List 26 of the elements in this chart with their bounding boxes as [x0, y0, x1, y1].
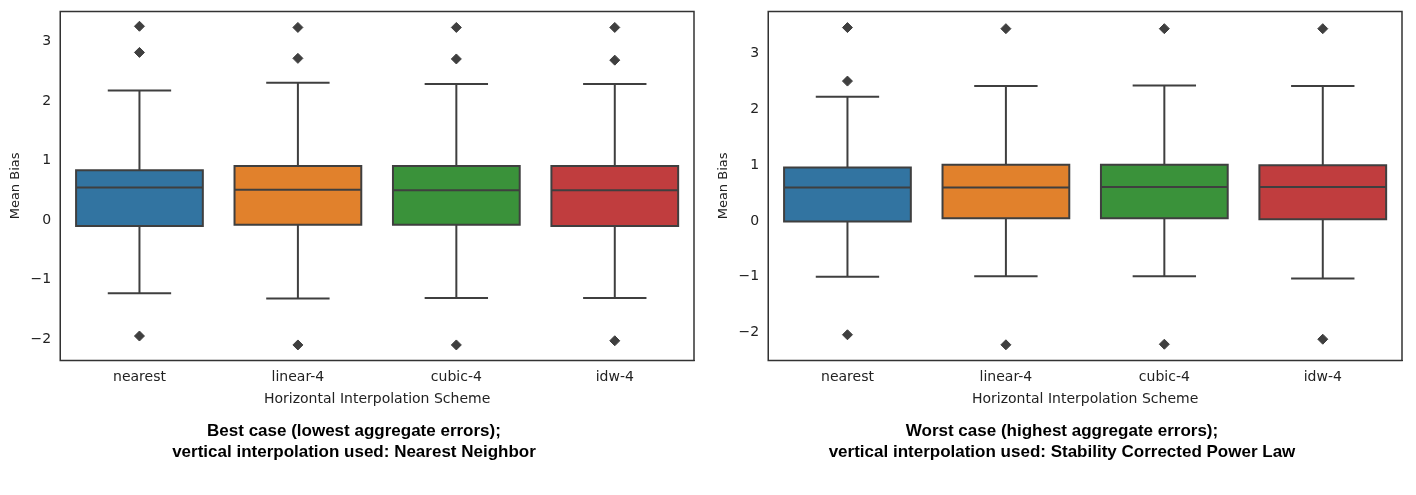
- x-tick-label: idw-4: [1303, 368, 1342, 385]
- y-tick-label: 1: [42, 151, 52, 168]
- y-tick-label: 1: [750, 155, 760, 172]
- x-axis-title: Horizontal Interpolation Scheme: [971, 390, 1199, 407]
- x-tick-label: idw-4: [595, 368, 634, 385]
- y-tick-label: 2: [42, 91, 52, 108]
- x-tick-label: cubic-4: [1138, 368, 1190, 385]
- y-tick-label: 2: [750, 100, 760, 117]
- x-tick-label: linear-4: [271, 368, 325, 385]
- y-tick-label: −2: [738, 323, 760, 340]
- y-tick-label: 0: [750, 211, 760, 228]
- text: Worst case (highest aggregate errors); vertical interpolation used: Stability Corrected Power Law: [828, 420, 1296, 463]
- text: Best case (lowest aggregate errors); vertical interpolation used: Nearest Neighbor: [172, 420, 536, 463]
- y-axis-title: Mean Bias: [715, 152, 731, 220]
- x-axis-title: Horizontal Interpolation Scheme: [263, 390, 491, 407]
- y-axis-title: Mean Bias: [7, 152, 23, 220]
- y-tick-label: −1: [30, 270, 52, 287]
- y-tick-label: 3: [42, 32, 52, 49]
- y-tick-label: −2: [30, 329, 52, 346]
- x-tick-label: nearest: [821, 368, 875, 385]
- x-tick-label: linear-4: [979, 368, 1033, 385]
- y-tick-label: −1: [738, 267, 760, 284]
- x-tick-label: cubic-4: [430, 368, 482, 385]
- x-tick-label: nearest: [113, 368, 167, 385]
- y-tick-label: 3: [750, 44, 760, 61]
- y-tick-label: 0: [42, 210, 52, 227]
